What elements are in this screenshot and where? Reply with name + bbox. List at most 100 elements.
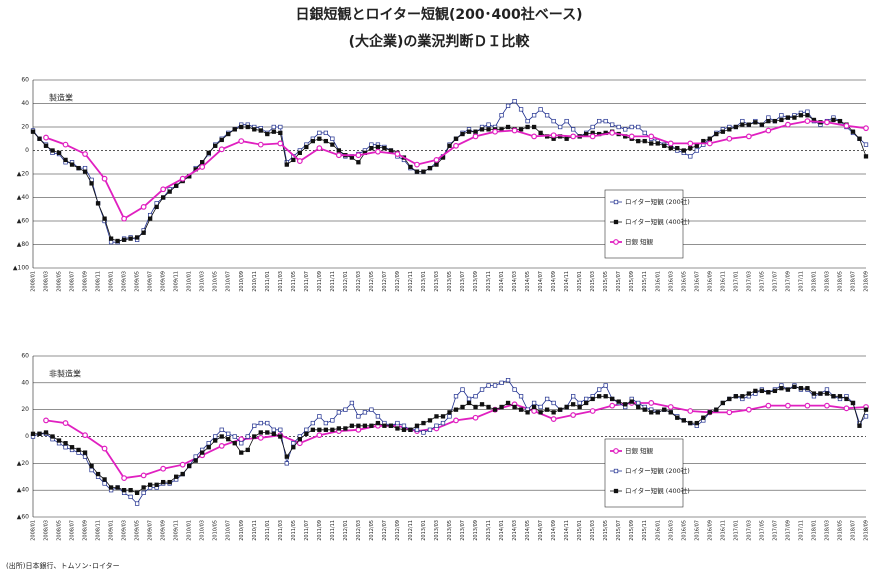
marker <box>89 463 94 469</box>
x-tick-label: 2012/05 <box>369 520 375 541</box>
marker <box>330 427 335 432</box>
marker <box>69 445 75 450</box>
marker <box>831 117 836 123</box>
marker <box>257 141 264 148</box>
marker <box>525 124 530 130</box>
marker <box>414 423 420 428</box>
legend-marker <box>613 199 619 205</box>
x-tick-label: 2012/03 <box>356 520 362 541</box>
marker <box>610 122 615 127</box>
marker <box>597 387 602 392</box>
marker <box>226 431 231 436</box>
marker <box>681 418 686 423</box>
marker <box>531 113 537 118</box>
marker <box>623 402 628 407</box>
x-tick-label: 2016/01 <box>655 271 661 292</box>
x-tick-label: 2009/07 <box>148 271 154 292</box>
x-tick-label: 2013/09 <box>473 271 479 292</box>
marker <box>584 131 589 137</box>
marker <box>687 140 694 147</box>
x-tick-label: 2011/11 <box>330 520 336 541</box>
x-tick-label: 2016/11 <box>720 520 726 541</box>
marker <box>479 387 485 392</box>
marker <box>597 394 602 399</box>
marker <box>239 450 244 455</box>
marker <box>623 127 628 132</box>
marker <box>453 394 459 399</box>
x-tick-label: 2010/05 <box>213 520 219 541</box>
marker <box>636 400 641 406</box>
panel-label: 非製造業 <box>49 369 81 379</box>
x-tick-label: 2008/01 <box>31 520 37 541</box>
marker <box>765 402 772 409</box>
x-tick-label: 2008/11 <box>96 520 102 541</box>
marker <box>564 404 569 410</box>
x-tick-label: 2013/01 <box>421 520 427 541</box>
marker <box>291 441 296 446</box>
marker <box>317 414 322 419</box>
marker <box>330 142 335 147</box>
marker <box>134 490 140 495</box>
marker <box>239 441 244 446</box>
marker <box>76 165 81 171</box>
marker <box>668 146 673 151</box>
marker <box>310 138 315 144</box>
marker <box>395 420 400 426</box>
marker <box>56 438 62 443</box>
marker <box>179 175 186 182</box>
marker <box>271 124 276 130</box>
marker <box>63 441 68 446</box>
marker <box>408 427 413 432</box>
marker <box>525 410 530 415</box>
x-tick-label: 2015/07 <box>616 520 622 541</box>
marker <box>706 140 713 147</box>
x-tick-label: 2017/01 <box>733 520 739 541</box>
marker <box>570 412 577 418</box>
x-tick-label: 2017/05 <box>759 271 765 292</box>
y-tick-label: 40 <box>21 379 29 386</box>
marker <box>278 434 283 439</box>
marker <box>505 124 511 130</box>
marker <box>427 427 433 432</box>
marker <box>792 115 797 120</box>
marker <box>343 407 348 412</box>
marker <box>206 445 211 450</box>
marker <box>317 136 322 141</box>
y-tick-label: 40 <box>21 100 29 107</box>
x-tick-label: 2009/05 <box>135 271 141 292</box>
x-tick-label: 2016/03 <box>668 271 674 292</box>
x-tick-label: 2012/01 <box>343 271 349 292</box>
x-tick-label: 2011/01 <box>265 271 271 292</box>
marker <box>179 461 186 468</box>
marker <box>746 122 752 127</box>
x-tick-label: 2012/09 <box>395 271 401 292</box>
marker <box>765 127 772 134</box>
marker <box>30 431 36 436</box>
marker <box>434 414 439 419</box>
marker <box>174 183 179 188</box>
marker <box>193 458 198 463</box>
marker <box>714 131 719 137</box>
marker <box>434 423 439 428</box>
marker <box>128 488 133 493</box>
x-tick-label: 2016/09 <box>707 271 713 292</box>
x-tick-label: 2011/01 <box>265 520 271 541</box>
x-tick-label: 2014/03 <box>512 271 518 292</box>
marker <box>296 158 303 164</box>
marker <box>805 386 810 391</box>
marker <box>518 394 524 399</box>
marker <box>101 175 108 182</box>
marker <box>499 380 504 385</box>
x-tick-label: 2013/05 <box>447 520 453 541</box>
marker <box>837 394 843 399</box>
marker <box>121 237 127 242</box>
marker <box>538 404 543 410</box>
x-tick-label: 2015/05 <box>603 520 609 541</box>
marker <box>466 400 472 406</box>
marker <box>551 410 556 415</box>
marker <box>798 113 804 118</box>
marker <box>863 125 869 132</box>
marker <box>316 432 323 439</box>
x-tick-label: 2010/07 <box>226 520 232 541</box>
x-tick-label: 2014/07 <box>538 520 544 541</box>
